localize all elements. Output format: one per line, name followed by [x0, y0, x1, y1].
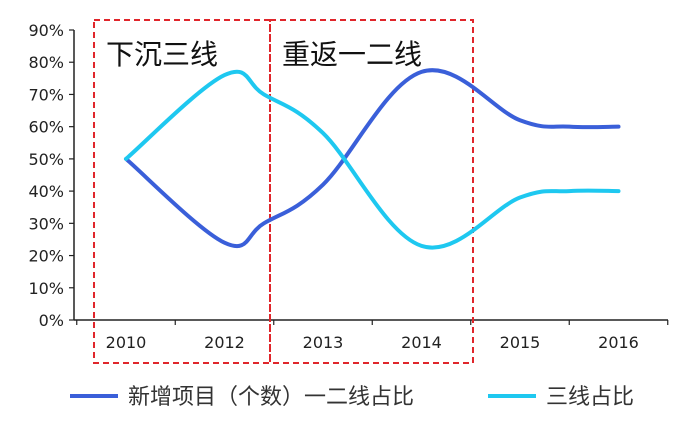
- legend-label: 三线占比: [546, 385, 634, 410]
- y-tick-label: 0%: [39, 311, 64, 330]
- legend-label: 新增项目（个数）一二线占比: [128, 385, 414, 410]
- y-tick-label: 80%: [28, 53, 64, 72]
- annotation-label: 下沉三线: [106, 38, 218, 71]
- annotation-boxes: 下沉三线 重返一二线: [93, 19, 474, 364]
- y-tick-label: 90%: [28, 21, 64, 40]
- x-tick-label: 2015: [500, 333, 541, 352]
- annotation-label: 重返一二线: [282, 38, 422, 71]
- y-tick-label: 50%: [28, 150, 64, 169]
- series-lines: [124, 68, 621, 250]
- legend: 新增项目（个数）一二线占比 三线占比: [70, 385, 634, 410]
- annotation-box: [269, 19, 474, 364]
- y-tick-label: 30%: [28, 214, 64, 233]
- x-tick-labels: 2010 2012 2013 2014 2015 2016: [76, 320, 669, 352]
- axes: [73, 30, 668, 321]
- x-tick-label: 2014: [401, 333, 442, 352]
- series-line-2: [124, 69, 621, 250]
- x-tick-label: 2010: [106, 333, 147, 352]
- y-tick-label: 40%: [28, 182, 64, 201]
- y-tick-label: 20%: [28, 247, 64, 266]
- x-tick-label: 2016: [598, 333, 639, 352]
- y-tick-label: 70%: [28, 85, 64, 104]
- x-tick-label: 2013: [303, 333, 344, 352]
- y-tick-labels: 0% 10% 20% 30% 40% 50% 60% 70% 80% 90%: [28, 21, 74, 330]
- x-tick-label: 2012: [204, 333, 245, 352]
- y-tick-label: 10%: [28, 279, 64, 298]
- y-tick-label: 60%: [28, 118, 64, 137]
- series-line-1: [124, 68, 621, 249]
